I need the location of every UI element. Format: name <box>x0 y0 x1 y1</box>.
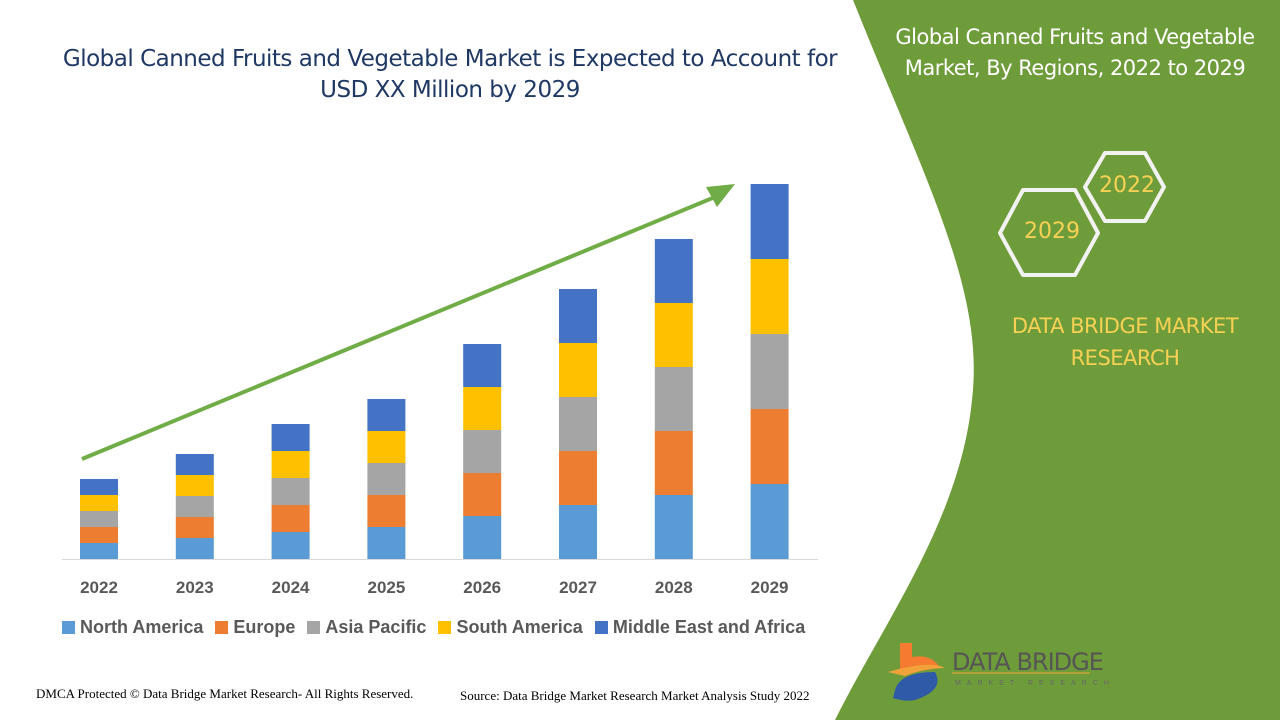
bar-segment-2022-4 <box>80 479 118 495</box>
x-tick-label: 2023 <box>176 578 214 597</box>
hex-year-2029: 2029 <box>1024 219 1080 244</box>
bar-segment-2028-1 <box>654 431 693 495</box>
side-panel-title: Global Canned Fruits and Vegetable Marke… <box>895 25 1255 80</box>
x-tick-label: 2024 <box>272 578 310 597</box>
bar-segment-2024-0 <box>271 532 310 559</box>
bar-segment-2023-4 <box>175 454 214 475</box>
brand-text: DATA BRIDGE MARKET RESEARCH <box>1011 314 1239 370</box>
bar-segment-2029-3 <box>750 259 789 334</box>
bar-segment-2022-3 <box>80 495 118 511</box>
legend-swatch <box>594 621 608 634</box>
legend-swatch <box>438 621 452 634</box>
bar-segment-2027-3 <box>559 343 597 397</box>
legend-label: South America <box>456 617 583 637</box>
legend-swatch <box>215 621 229 634</box>
bar-segment-2026-1 <box>463 473 502 516</box>
legend-item-north-america: North America <box>62 617 203 638</box>
bar-segment-2025-2 <box>367 463 406 495</box>
source-note: Source: Data Bridge Market Research Mark… <box>460 688 810 703</box>
bar-segment-2026-0 <box>463 516 502 559</box>
x-tick-label: 2022 <box>80 578 118 597</box>
bar-segment-2029-1 <box>750 409 789 484</box>
bar-segment-2023-0 <box>175 538 214 559</box>
x-tick-label: 2028 <box>655 578 693 597</box>
hexagon-2029-icon <box>998 188 1100 277</box>
bar-segment-2027-1 <box>559 451 597 505</box>
green-side-panel <box>835 0 1280 720</box>
bar-segment-2027-0 <box>559 505 597 559</box>
bar-segment-2026-3 <box>463 387 502 430</box>
bar-segment-2026-2 <box>463 430 502 473</box>
bar-segment-2024-4 <box>271 424 310 451</box>
x-tick-label: 2027 <box>559 578 597 597</box>
bar-segment-2023-1 <box>175 517 214 538</box>
bar-segment-2029-0 <box>750 484 789 559</box>
bar-segment-2022-1 <box>80 527 118 543</box>
legend-item-middle-east-africa: Middle East and Africa <box>594 617 806 638</box>
bar-segment-2024-3 <box>271 451 310 478</box>
bar-segment-2022-2 <box>80 511 118 527</box>
x-tick-label: 2025 <box>367 578 405 597</box>
chart-title: Global Canned Fruits and Vegetable Marke… <box>62 46 838 103</box>
bar-segment-2027-2 <box>559 397 597 451</box>
bar-segment-2029-4 <box>750 184 789 259</box>
bar-segment-2029-2 <box>750 334 789 409</box>
logo-subtext: MARKET RESEARCH <box>955 680 1115 687</box>
legend-item-europe: Europe <box>215 617 295 638</box>
bar-segment-2022-0 <box>80 543 118 559</box>
bar-segment-2028-4 <box>654 239 693 303</box>
bar-segment-2024-1 <box>271 505 310 532</box>
legend-label: North America <box>80 617 204 637</box>
data-bridge-logo-icon <box>888 643 1090 701</box>
legend-label: Asia Pacific <box>325 617 427 637</box>
chart-legend: North America Europe Asia Pacific South … <box>62 617 805 638</box>
bar-segment-2028-3 <box>654 303 693 367</box>
legend-item-asia-pacific: Asia Pacific <box>307 617 426 638</box>
bar-segment-2027-4 <box>559 289 597 343</box>
trend-arrow-line <box>81 195 716 461</box>
hexagon-2022-icon <box>1083 151 1166 223</box>
bar-segment-2025-1 <box>367 495 406 527</box>
bar-segment-2026-4 <box>463 344 502 387</box>
logo-text: DATA BRIDGE <box>952 648 1104 676</box>
bar-segment-2025-4 <box>367 399 406 431</box>
bar-segment-2023-2 <box>175 496 214 517</box>
legend-label: Middle East and Africa <box>612 617 806 637</box>
legend-label: Europe <box>233 617 296 637</box>
x-tick-label: 2029 <box>751 578 789 597</box>
bar-segment-2023-3 <box>175 475 214 496</box>
stacked-bar-chart: 2022 2023 2024 2025 2026 2027 2028 2029 <box>62 184 818 597</box>
bar-segment-2025-0 <box>367 527 406 559</box>
trend-arrow-head-icon <box>706 184 735 207</box>
bar-segment-2028-0 <box>654 495 693 559</box>
legend-item-south-america: South America <box>438 617 583 638</box>
x-tick-label: 2026 <box>463 578 501 597</box>
bar-segment-2028-2 <box>654 367 693 431</box>
legend-swatch <box>62 621 75 634</box>
legend-swatch <box>307 621 321 634</box>
bar-segment-2024-2 <box>271 478 310 505</box>
hex-year-2022: 2022 <box>1099 173 1155 198</box>
bar-segment-2025-3 <box>367 431 406 463</box>
copyright-notice: DMCA Protected © Data Bridge Market Rese… <box>36 686 414 701</box>
